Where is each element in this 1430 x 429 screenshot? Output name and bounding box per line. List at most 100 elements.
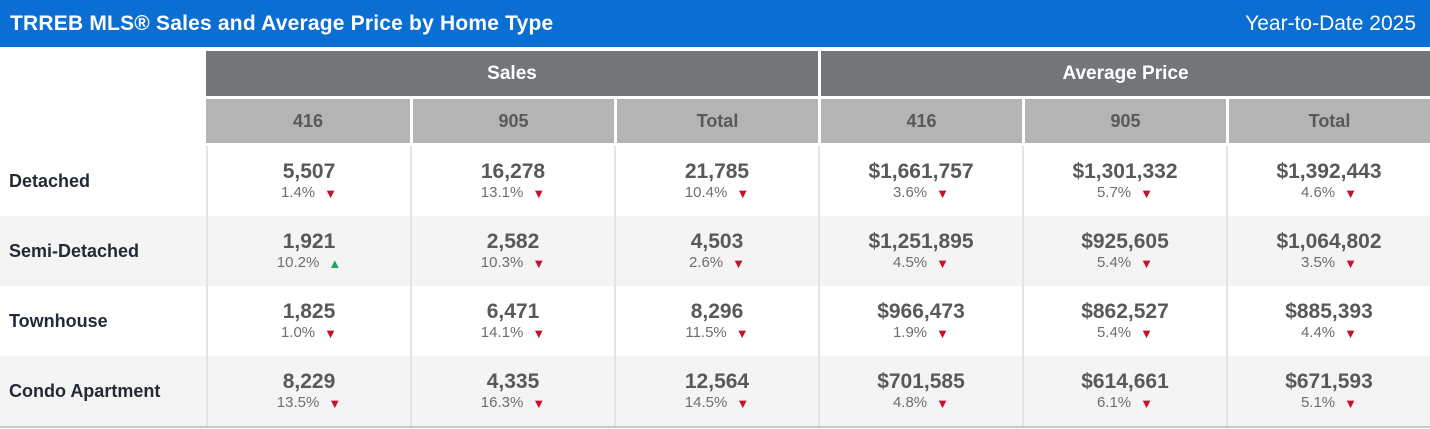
cell-change: 5.4% (1097, 254, 1153, 272)
cell-value: 4,503 (690, 229, 744, 253)
cell-value: 5,507 (282, 159, 336, 183)
yoy-percent: 4.5% (892, 254, 928, 272)
trend-arrow-icon (936, 327, 949, 340)
table-row-semi-detached: Semi-Detached 1,921 10.2% 2,582 10.3% 4,… (0, 216, 1430, 286)
divider (0, 143, 1430, 146)
yoy-percent: 16.3% (480, 394, 524, 412)
cell-sales-905: 6,471 14.1% (410, 286, 614, 356)
column-header-price-905: 905 (1022, 99, 1226, 143)
yoy-percent: 4.6% (1300, 184, 1336, 202)
cell-sales-416: 5,507 1.4% (206, 146, 410, 216)
trend-arrow-icon (324, 187, 337, 200)
table-bottom-border (0, 426, 1430, 428)
home-type-label: Detached (9, 170, 91, 191)
yoy-percent: 3.6% (892, 184, 928, 202)
yoy-percent: 11.5% (685, 324, 727, 342)
cell-value: 4,335 (486, 369, 540, 393)
cell-price-416: $1,661,757 3.6% (818, 146, 1022, 216)
yoy-percent: 5.4% (1096, 324, 1132, 342)
cell-change: 1.9% (893, 324, 949, 342)
trend-arrow-icon (1140, 257, 1153, 270)
cell-value: 12,564 (684, 369, 750, 393)
corner-cell (0, 99, 206, 143)
cell-sales-416: 1,825 1.0% (206, 286, 410, 356)
cell-change: 10.2% (277, 254, 341, 272)
yoy-percent: 2.6% (688, 254, 724, 272)
cell-value: $885,393 (1285, 299, 1373, 323)
cell-price-905: $614,661 6.1% (1022, 356, 1226, 426)
cell-sales-416: 1,921 10.2% (206, 216, 410, 286)
yoy-percent: 1.4% (280, 184, 316, 202)
trend-arrow-icon (328, 257, 341, 270)
yoy-percent: 14.5% (684, 394, 728, 412)
yoy-percent: 5.7% (1096, 184, 1132, 202)
cell-value: $671,593 (1285, 369, 1373, 393)
cell-change: 1.0% (281, 324, 337, 342)
column-header-sales-total: Total (614, 99, 818, 143)
cell-change: 2.6% (689, 254, 745, 272)
corner-cell (0, 51, 206, 96)
divider (0, 96, 1430, 99)
cell-value: 8,229 (282, 369, 336, 393)
home-type-label: Townhouse (9, 310, 108, 331)
cell-price-total: $671,593 5.1% (1226, 356, 1430, 426)
cell-change: 4.6% (1301, 184, 1357, 202)
yoy-percent: 1.9% (892, 324, 928, 342)
cell-value: 8,296 (690, 299, 744, 323)
cell-sales-905: 16,278 13.1% (410, 146, 614, 216)
yoy-percent: 14.1% (480, 324, 524, 342)
report-title: TRREB MLS® Sales and Average Price by Ho… (10, 11, 554, 35)
cell-sales-416: 8,229 13.5% (206, 356, 410, 426)
cell-value: 1,921 (282, 229, 336, 253)
cell-sales-total: 12,564 14.5% (614, 356, 818, 426)
column-header-price-total: Total (1226, 99, 1430, 143)
cell-change: 1.4% (281, 184, 337, 202)
cell-value: 21,785 (684, 159, 750, 183)
trend-arrow-icon (532, 397, 545, 410)
trend-arrow-icon (532, 187, 545, 200)
home-type-label: Semi-Detached (9, 240, 140, 261)
trend-arrow-icon (532, 327, 545, 340)
cell-price-416: $1,251,895 4.5% (818, 216, 1022, 286)
cell-change: 14.5% (685, 394, 749, 412)
cell-sales-total: 4,503 2.6% (614, 216, 818, 286)
column-header-sales-416: 416 (206, 99, 410, 143)
group-header-sales: Sales (206, 51, 818, 96)
yoy-percent: 4.8% (892, 394, 928, 412)
yoy-percent: 6.1% (1096, 394, 1132, 412)
cell-value: $1,251,895 (868, 229, 974, 253)
table-row-townhouse: Townhouse 1,825 1.0% 6,471 14.1% 8,296 1… (0, 286, 1430, 356)
cell-change: 4.5% (893, 254, 949, 272)
report-period: Year-to-Date 2025 (1245, 11, 1416, 35)
cell-value: $1,661,757 (868, 159, 974, 183)
cell-value: 1,825 (282, 299, 336, 323)
yoy-percent: 4.4% (1300, 324, 1336, 342)
trend-arrow-icon (324, 327, 337, 340)
cell-change: 5.1% (1301, 394, 1357, 412)
trend-arrow-icon (936, 397, 949, 410)
home-type-label: Condo Apartment (9, 380, 161, 401)
cell-price-total: $885,393 4.4% (1226, 286, 1430, 356)
cell-value: $614,661 (1081, 369, 1169, 393)
cell-change: 3.5% (1301, 254, 1357, 272)
trend-arrow-icon (736, 187, 749, 200)
cell-change: 5.7% (1097, 184, 1153, 202)
trend-arrow-icon (328, 397, 341, 410)
cell-price-416: $966,473 1.9% (818, 286, 1022, 356)
cell-change: 14.1% (481, 324, 545, 342)
cell-change: 5.4% (1097, 324, 1153, 342)
trend-arrow-icon (736, 327, 749, 340)
cell-value: 6,471 (486, 299, 540, 323)
column-header-price-416: 416 (818, 99, 1022, 143)
cell-value: $1,392,443 (1276, 159, 1382, 183)
cell-change: 6.1% (1097, 394, 1153, 412)
cell-price-416: $701,585 4.8% (818, 356, 1022, 426)
cell-price-905: $1,301,332 5.7% (1022, 146, 1226, 216)
trend-arrow-icon (1140, 327, 1153, 340)
yoy-percent: 13.5% (276, 394, 320, 412)
cell-value: 2,582 (486, 229, 540, 253)
trend-arrow-icon (532, 257, 545, 270)
cell-change: 10.3% (481, 254, 545, 272)
trend-arrow-icon (1140, 187, 1153, 200)
